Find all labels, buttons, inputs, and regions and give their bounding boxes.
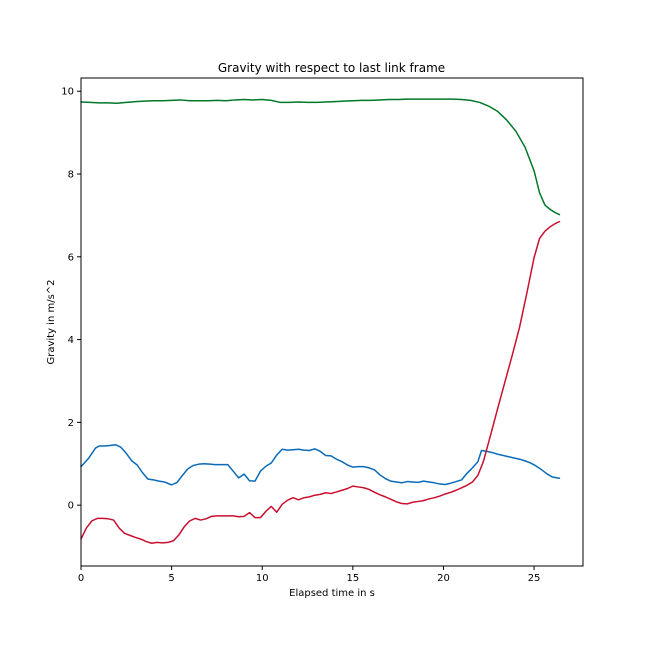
plot-frame [80, 77, 584, 567]
y-tick-label: 2 [68, 418, 74, 429]
series-line-2 [80, 98, 561, 216]
series-line-3 [80, 220, 561, 544]
x-tick-label: 25 [528, 573, 541, 584]
chart-title: Gravity with respect to last link frame [218, 61, 445, 75]
x-axis-title: Elapsed time in s [289, 588, 375, 599]
y-tick-label: 4 [68, 335, 74, 346]
ticks-layer: 0 5 10 15 20 25 0 2 4 6 8 10 [61, 87, 540, 584]
x-tick-label: 15 [346, 573, 359, 584]
y-tick-label: 0 [68, 501, 74, 512]
y-tick-label: 8 [68, 170, 74, 181]
series-layer [80, 98, 561, 544]
x-tick-label: 20 [437, 573, 450, 584]
series-line-1 [80, 443, 561, 486]
x-tick-label: 10 [256, 573, 269, 584]
x-tick-label: 5 [168, 573, 174, 584]
y-tick-label: 10 [61, 87, 74, 98]
x-tick-label: 0 [78, 573, 84, 584]
y-tick-label: 6 [68, 252, 74, 263]
y-axis-title: Gravity in m/s^2 [46, 279, 57, 364]
